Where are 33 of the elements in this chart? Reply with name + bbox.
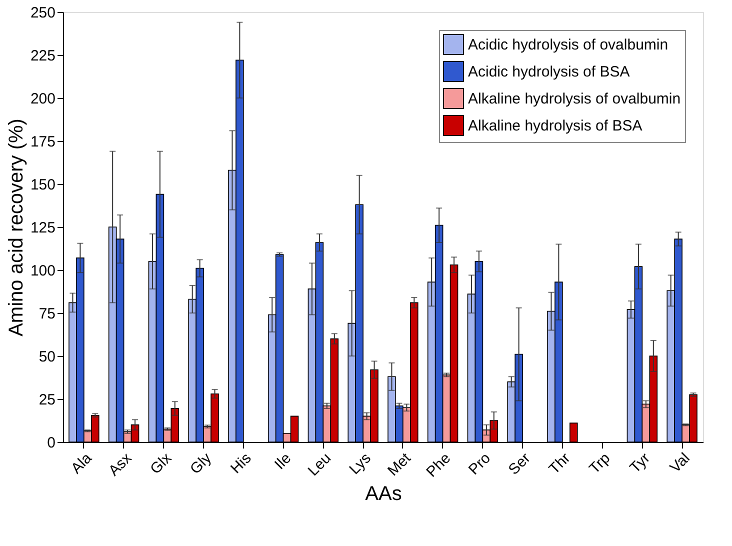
x-tick-label: Ala [68,449,96,478]
y-axis-title: Amino acid recovery (%) [5,118,28,336]
y-tick-label: 0 [47,434,56,452]
x-tick-label: Thr [546,450,574,478]
legend-label: Acidic hydrolysis of BSA [468,64,630,80]
y-tick-label: 225 [30,48,56,64]
x-tick-label: Phe [423,450,454,481]
y-tick-label: 25 [38,392,56,408]
x-tick-label: Gly [186,449,216,478]
y-tick-label: 75 [38,306,56,322]
y-tick-label: 175 [30,134,56,150]
x-tick-label: Ser [505,450,534,478]
x-axis-title: AAs [365,482,402,505]
x-tick-label: Met [384,449,415,480]
legend-label: Acidic hydrolysis of ovalbumin [468,36,668,54]
y-tick-label: 50 [38,348,56,366]
y-tick-label: 250 [30,4,56,22]
y-tick-label: 150 [30,176,56,194]
y-tick-label: 100 [30,262,56,280]
y-tick-label: 200 [30,90,56,108]
x-tick-label: Ile [271,450,295,474]
x-tick-label: Lys [346,450,374,478]
x-tick-label: Val [666,450,694,476]
legend-label: Alkaline hydrolysis of BSA [468,118,642,134]
x-tick-label: His [227,450,255,478]
x-tick-label: Tyr [626,450,654,477]
x-tick-label: Asx [105,449,136,480]
x-tick-label: Leu [304,450,334,480]
x-tick-label: Glx [147,449,176,478]
x-tick-label: Trp [586,450,614,478]
y-tick-label: 125 [30,220,56,236]
x-tick-label: Pro [465,450,494,478]
legend-label: Alkaline hydrolysis of ovalbumin [468,90,681,108]
